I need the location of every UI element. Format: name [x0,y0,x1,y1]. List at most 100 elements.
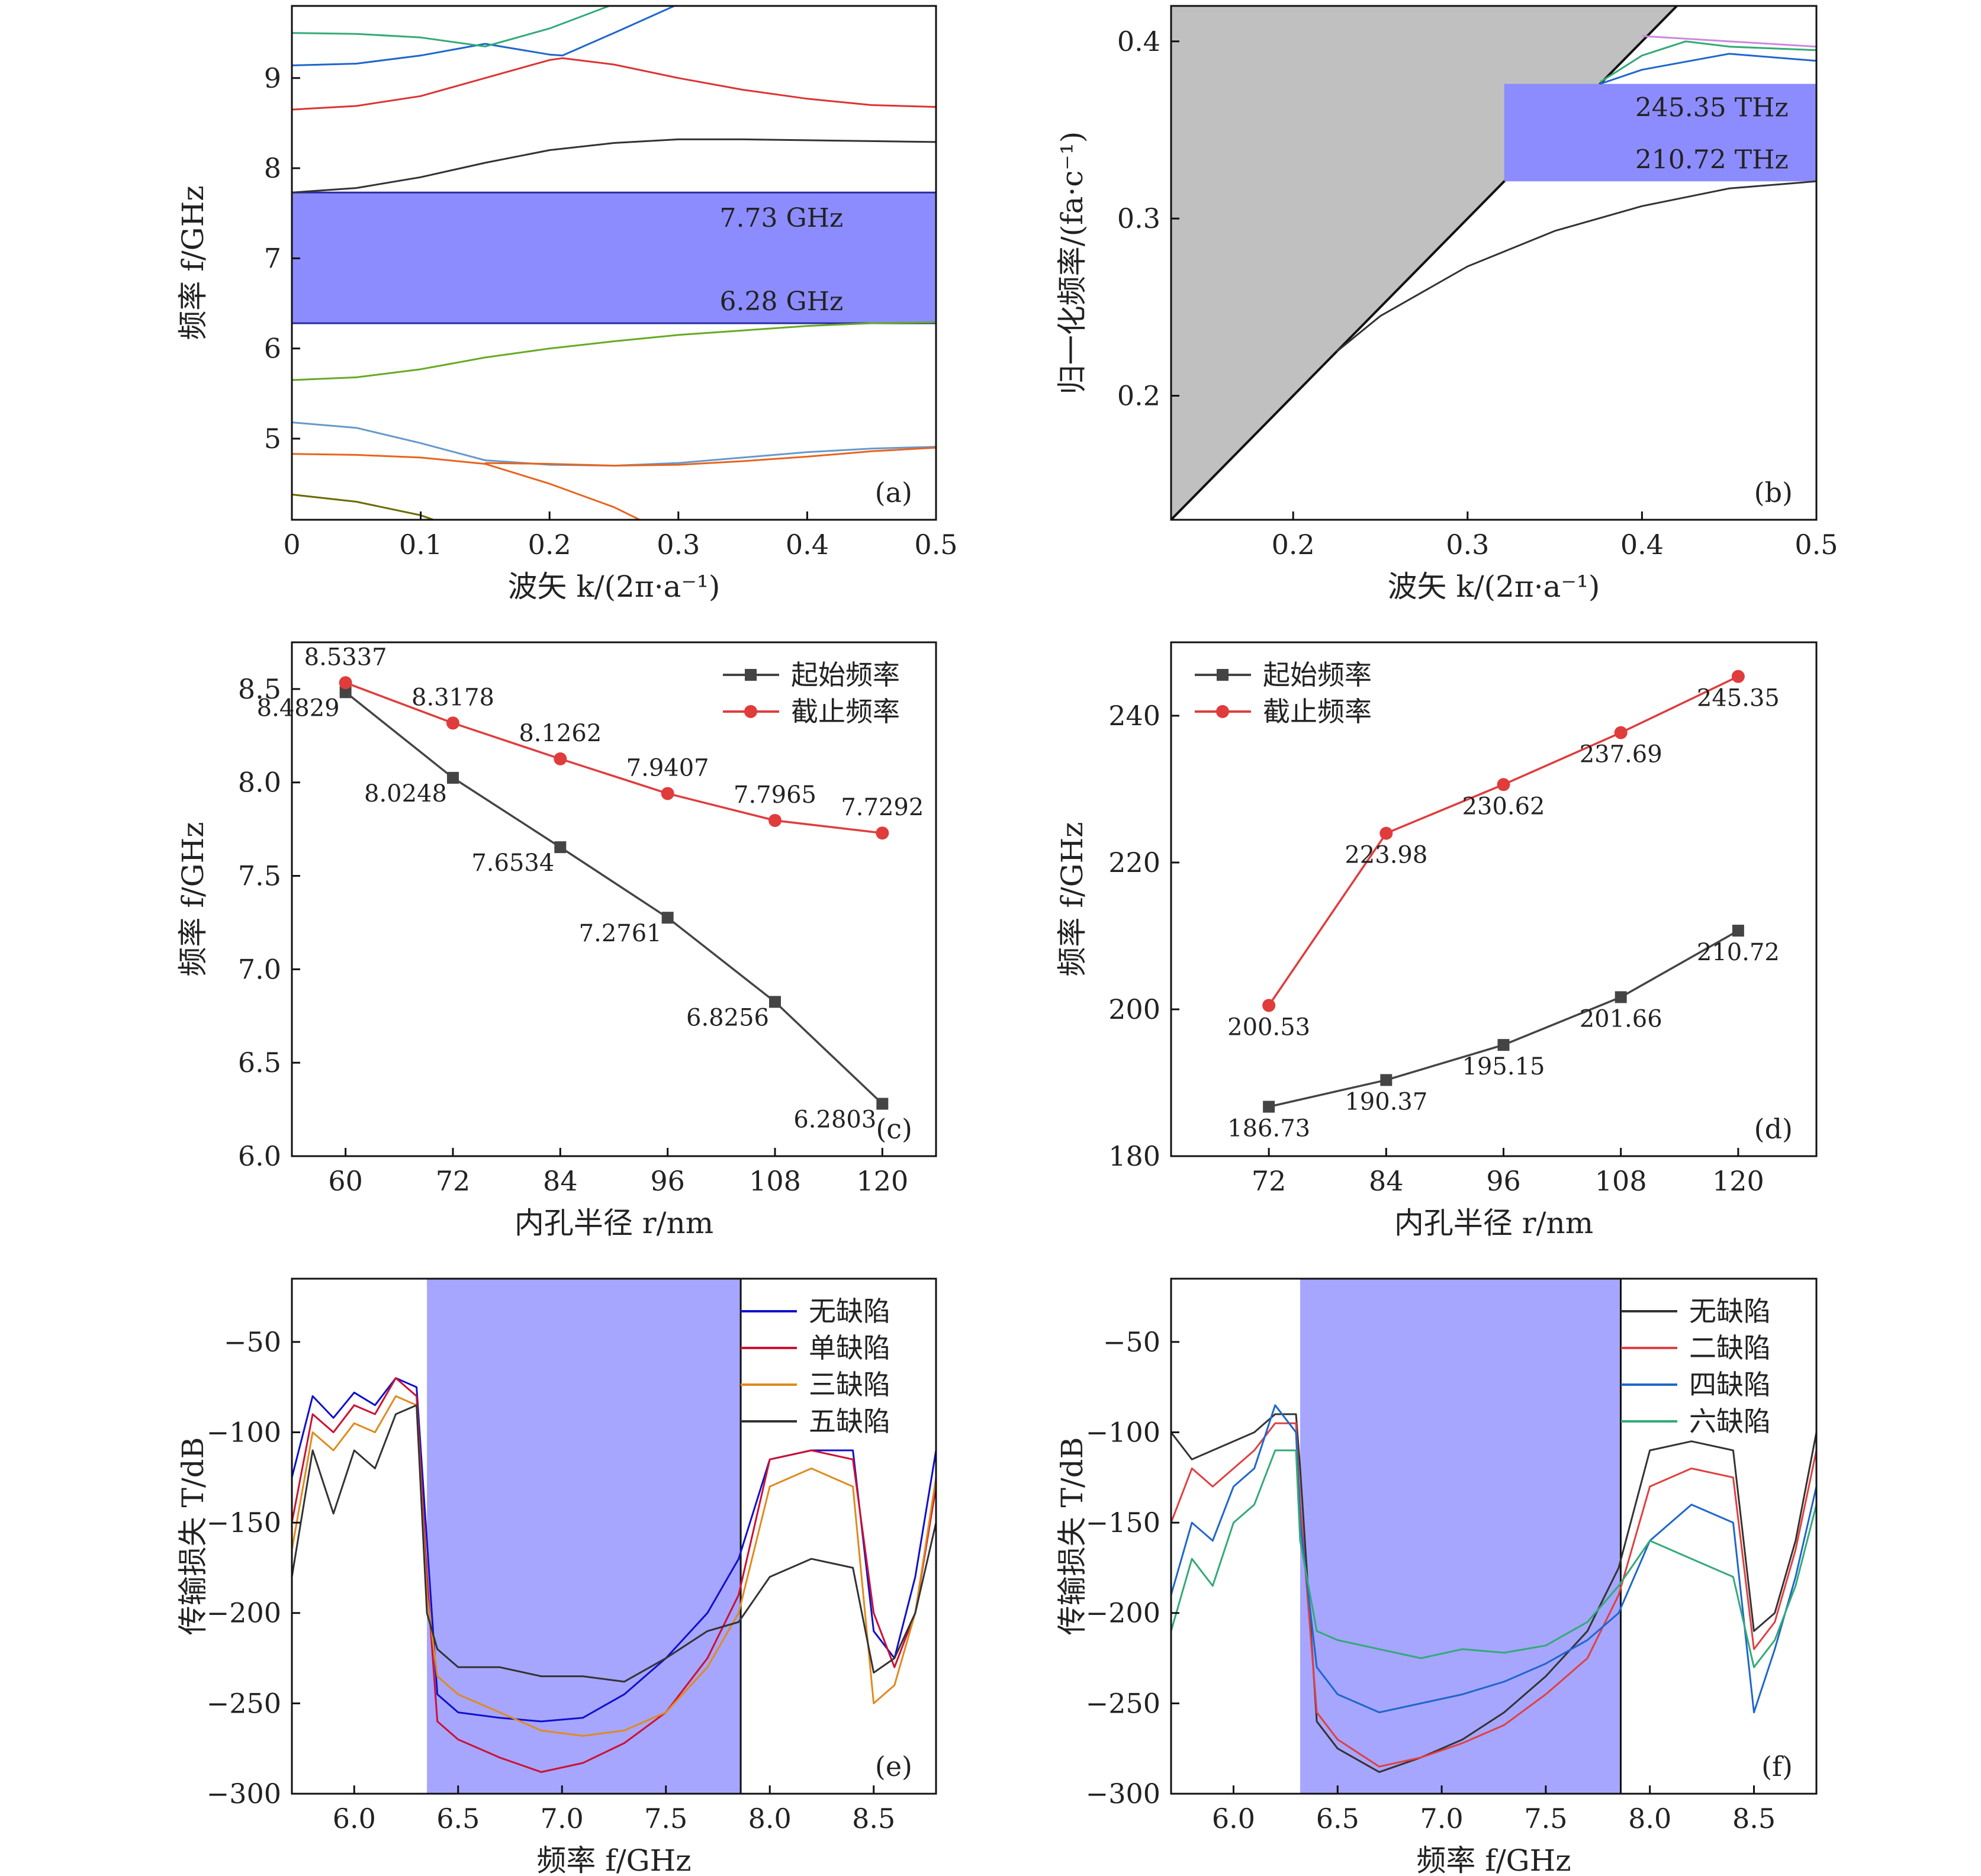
y-tick-label: −200 [207,1597,281,1629]
series-line-3 [1171,1449,1816,1668]
legend-marker [1217,669,1229,681]
data-label: 8.1262 [519,720,602,747]
x-tick-label: 6.5 [1316,1803,1359,1835]
y-tick-label: −100 [207,1416,281,1448]
y-tick-label: 240 [1108,700,1160,732]
panel-tag: (f) [1761,1750,1793,1782]
data-label: 237.69 [1580,741,1662,768]
marker-circle [1731,670,1745,683]
y-tick-label: 7.5 [238,860,281,892]
y-tick-label: −300 [1086,1778,1160,1810]
legend-label: 五缺陷 [809,1405,890,1437]
legend-label: 单缺陷 [809,1332,890,1364]
x-axis-label: 内孔半径 r/nm [514,1206,713,1240]
y-tick-label: 6.5 [238,1047,281,1079]
x-tick-label: 0.3 [1446,529,1489,561]
x-tick-label: 8.5 [852,1803,895,1835]
series-line-2 [292,1395,936,1737]
y-axis-label: 频率 f/GHz [176,185,210,340]
axes-frame [291,641,937,1157]
panel-c: 8.4829 8.0248 7.6534 7.2761 6.8256 6.2803 8.53… [176,641,937,1240]
panel-tag: (e) [875,1750,912,1782]
marker-square [339,686,352,699]
plot-area [345,681,883,1105]
data-label: 8.5337 [304,643,387,671]
y-tick-label: 6 [264,333,281,365]
y-tick-label: 7.0 [238,953,281,985]
y-tick-label: −200 [1086,1597,1160,1629]
x-tick-label: 96 [650,1165,685,1197]
data-label: 245.35 [1697,685,1780,712]
series-line-1 [1600,53,1816,85]
plot-area [1171,1279,1816,1794]
x-axis-label: 内孔半径 r/nm [1394,1206,1593,1240]
series-line-3 [485,446,936,467]
data-label: 190.37 [1345,1088,1427,1115]
panel-b: 245.35 THz 210.72 THz 0.2 0.3 0.4 0.5 0.2 0.3 0.… [1055,5,1838,604]
series-line-5 [292,138,936,194]
panel-a: 7.73 GHz 6.28 GHz 0 0.1 0.2 0.3 0.4 0.5 5 6 7 8 9 波矢 … [176,5,958,604]
marker-square [876,1098,889,1110]
x-tick-label: 7.0 [541,1803,584,1835]
bandgap-region [1504,83,1816,182]
legend-marker [744,705,757,718]
y-tick-label: 0.2 [1117,379,1160,411]
series-line-0 [1336,180,1816,352]
panel-tag: (d) [1754,1113,1793,1145]
y-tick-label: −150 [1086,1507,1160,1539]
marker-square [769,996,781,1008]
legend-label: 三缺陷 [809,1369,890,1401]
bandgap-low-label: 6.28 GHz [720,287,844,317]
x-tick-label: 0.4 [1620,529,1664,561]
x-tick-label: 72 [1252,1165,1287,1197]
y-tick-label: 8.5 [238,673,281,705]
x-tick-label: 84 [1369,1165,1404,1197]
x-axis-label: 频率 f/GHz [1416,1843,1571,1876]
marker-circle [1379,826,1393,840]
panel-f: 6.0 6.5 7.0 7.5 8.0 8.5 −50 −100 −150 −200 −250 −30… [1055,1278,1818,1876]
x-axis-label: 波矢 k/(2π·a⁻¹) [508,569,721,604]
x-tick-label: 0.5 [914,529,957,561]
bandgap-high-label: 7.73 GHz [720,203,844,233]
data-label: 223.98 [1345,842,1427,869]
series-line-0 [1171,1413,1816,1773]
x-tick-label: 7.0 [1420,1803,1464,1835]
series-line-0 [292,493,434,520]
legend-label: 起始频率 [1263,659,1372,691]
series-line-1 [292,1377,936,1773]
x-tick-label: 7.5 [1524,1803,1567,1835]
x-tick-label: 8.5 [1732,1803,1776,1835]
legend-marker [1216,705,1229,718]
marker-circle [339,676,352,690]
x-tick-label: 8.0 [1628,1803,1671,1835]
series-line-3 [292,1404,936,1683]
marker-square [554,841,567,854]
data-label: 8.3178 [411,684,494,711]
y-tick-label: 6.0 [238,1140,281,1172]
marker-circle [554,752,567,765]
axes-frame [291,1278,937,1795]
series-line-1 [292,453,641,520]
x-tick-label: 0.1 [399,529,442,561]
marker-circle [1262,999,1276,1012]
y-axis-label: 频率 f/GHz [1055,822,1089,976]
marker-square [661,912,674,924]
data-label: 7.6534 [471,849,554,877]
x-tick-label: 0.2 [1272,529,1315,561]
x-tick-label: 108 [749,1165,801,1197]
x-tick-label: 96 [1486,1165,1521,1197]
data-label: 230.62 [1462,793,1545,820]
data-label: 8.4829 [257,694,340,722]
y-axis-label: 传输损失 T/dB [1055,1437,1089,1636]
x-tick-label: 6.5 [436,1803,480,1835]
series-line-2 [292,421,936,467]
y-tick-label: 8.0 [238,767,281,799]
series-line-2 [1599,40,1816,83]
legend-label: 二缺陷 [1689,1332,1771,1364]
y-tick-label: −50 [1103,1326,1160,1358]
data-label: 7.7292 [841,794,924,821]
panel-tag: (a) [875,477,912,509]
